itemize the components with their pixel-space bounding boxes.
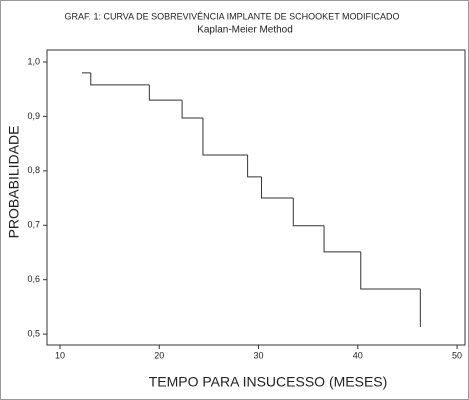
x-tick-label: 30 — [254, 350, 264, 360]
y-tick-label: 0,6 — [27, 274, 40, 284]
survival-step — [360, 251, 421, 290]
x-tick-label: 10 — [55, 350, 65, 360]
y-tick-label: 0,5 — [27, 328, 40, 338]
survival-step — [323, 225, 361, 253]
plot-frame — [46, 49, 466, 346]
survival-step — [292, 198, 325, 227]
x-axis-label: TEMPO PARA INSUCESSO (MESES) — [149, 374, 388, 390]
y-axis-label: PROBABILIDADE — [6, 126, 22, 239]
survival-step — [148, 84, 183, 101]
survival-step — [181, 100, 203, 119]
y-tick-label: 0,7 — [27, 220, 40, 230]
x-tick-label: 40 — [353, 350, 363, 360]
survival-step — [247, 155, 262, 178]
chart-subtitle: Kaplan-Meier Method — [197, 25, 293, 36]
chart-title: GRAF. 1: CURVA DE SOBREVIVÊNCIA IMPLANTE… — [64, 11, 399, 21]
survival-step — [90, 72, 150, 86]
y-tick-label: 1,0 — [27, 56, 40, 66]
y-tick-label: 0,8 — [27, 165, 40, 175]
survival-step — [202, 118, 248, 156]
survival-step — [261, 176, 294, 199]
y-tick-label: 0,9 — [27, 111, 40, 121]
x-tick-label: 50 — [452, 350, 462, 360]
x-tick-label: 20 — [154, 350, 164, 360]
